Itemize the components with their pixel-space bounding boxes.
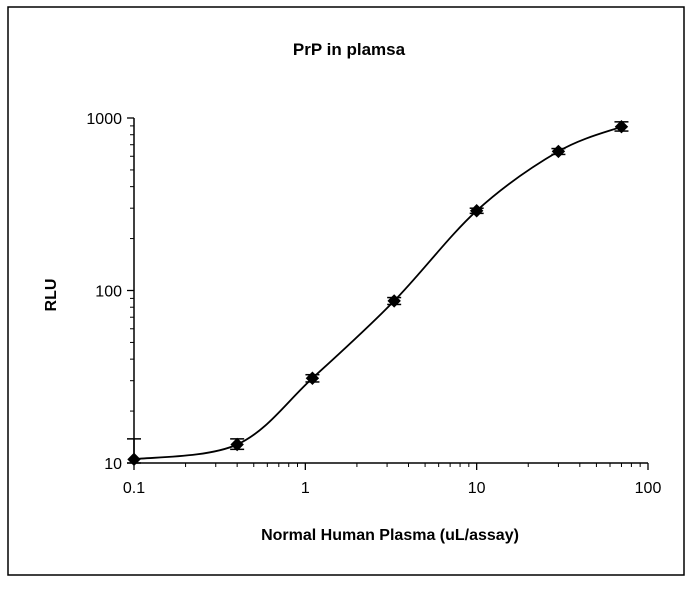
error-bars xyxy=(127,122,628,463)
x-tick-label: 100 xyxy=(635,480,662,497)
series-line xyxy=(134,127,622,460)
y-tick-label: 100 xyxy=(95,284,122,301)
data-point xyxy=(552,145,564,157)
x-tick-label: 10 xyxy=(468,480,486,497)
x-tick-label: 1 xyxy=(301,480,310,497)
x-axis-label: Normal Human Plasma (uL/assay) xyxy=(261,527,519,544)
markers xyxy=(128,121,627,466)
x-tick-label: 0.1 xyxy=(123,480,145,497)
y-axis-label: RLU xyxy=(43,279,60,312)
axes xyxy=(134,118,648,463)
ticks xyxy=(127,118,648,470)
y-tick-label: 10 xyxy=(104,456,122,473)
chart-title: PrP in plamsa xyxy=(293,40,406,59)
y-tick-label: 1000 xyxy=(86,111,122,128)
tick-labels: 0.1 1 10 100 10 100 1000 xyxy=(86,111,661,497)
